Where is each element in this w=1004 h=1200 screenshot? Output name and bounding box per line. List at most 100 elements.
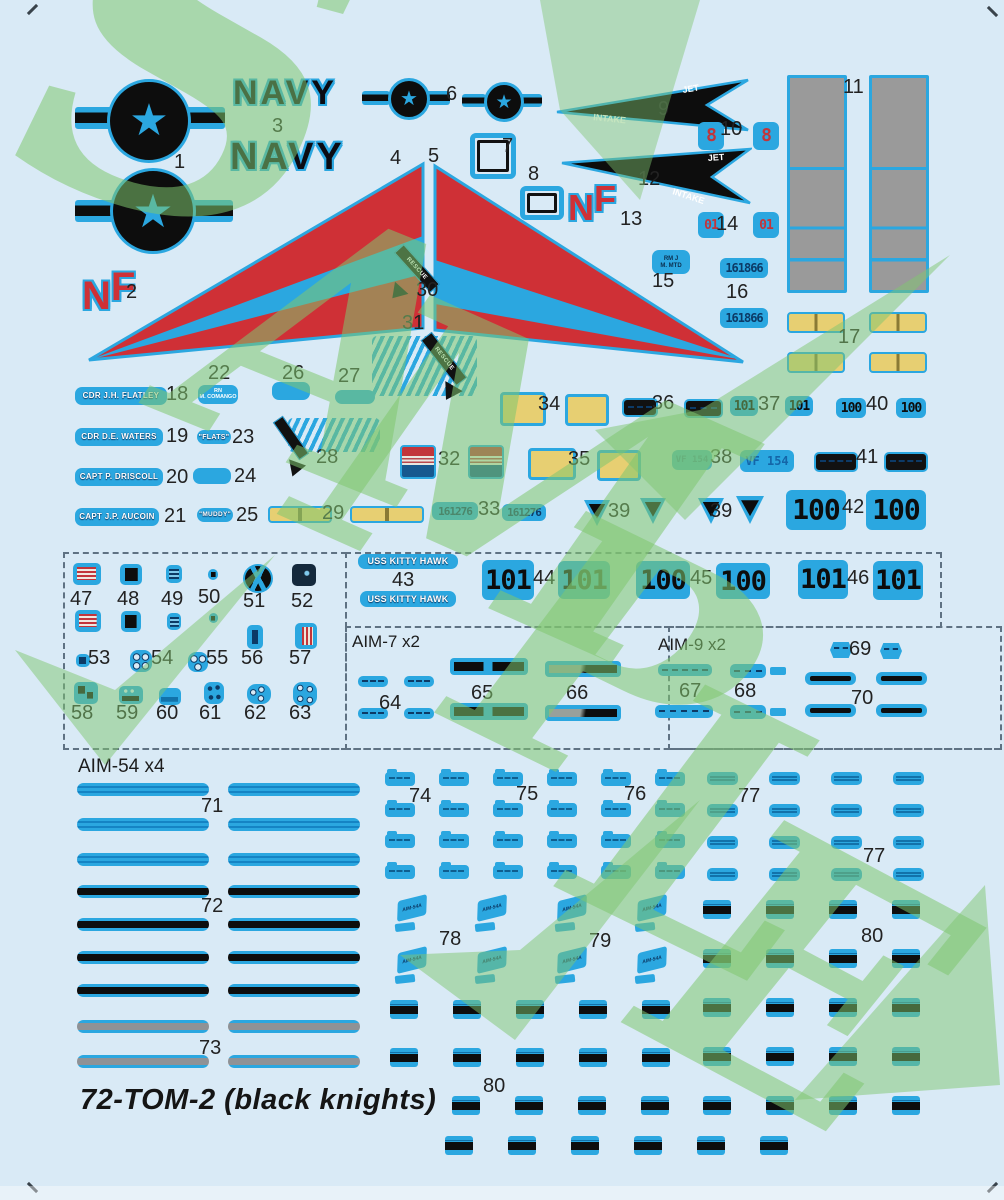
stencil-cell [892,1047,920,1066]
missile-band [876,704,927,717]
stencil-cell [893,836,924,849]
label-11: 11 [843,76,864,98]
stencil-cell [516,1048,544,1067]
yellow-panel-decal [500,392,546,426]
detail [554,921,576,933]
label-52: 52 [291,590,314,612]
vent-circle-icon [243,564,273,593]
label-27: 27 [338,365,361,387]
placard-icon [120,564,142,585]
strip [77,1055,209,1068]
label-9: 9 [658,98,670,120]
stencil-cell [579,1048,607,1067]
detail [588,503,606,519]
square-stencil-decal [470,133,516,179]
label-5: 5 [428,145,440,167]
placard-icon [167,613,181,630]
strip [228,853,360,866]
label-64: 64 [379,692,402,714]
stencil-cell [493,769,523,786]
stencil-cell [766,998,794,1017]
stencil-cell [390,1000,418,1019]
data-stencil-decal [884,452,928,472]
label-12: 12 [638,168,661,190]
label-40: 40 [866,393,889,415]
label-26: 26 [282,362,305,384]
label-57: 57 [289,647,312,669]
placard-icon [73,563,101,585]
strip [77,853,209,866]
label-37: 37 [758,393,781,415]
detail [634,921,656,933]
strip [77,984,209,997]
stencil-cell [601,831,631,848]
stencil-cell [493,831,523,848]
detail [634,973,656,985]
label-2: 2 [126,281,138,303]
sheet-edge [0,1186,1004,1200]
strip [77,1020,209,1033]
modex-decal: 100 [716,563,770,599]
placard-icon [121,611,141,632]
jet-label: JET [682,82,700,95]
label-3: 3 [272,115,284,137]
stencil-cell [829,1096,857,1115]
detail [477,140,509,172]
star-icon: ★ [388,78,430,120]
stencil-cell [697,1136,725,1155]
dots-cluster-icon [247,684,271,704]
label-22: 22 [208,362,231,384]
aim54a-label: AIM-54A [637,893,667,923]
star-icon: ★ [110,168,196,254]
placard-icon [247,625,263,649]
label-74: 74 [409,785,432,807]
label-62: 62 [244,702,267,724]
stencil-cell [578,1096,606,1115]
stencil-cell [404,708,434,719]
label-15: 15 [652,270,675,292]
label-69: 69 [849,638,872,660]
label-43: 43 [392,569,415,591]
modex-decal: 101 [873,561,923,600]
stencil-cell [571,1136,599,1155]
aim54a-flag: AIM-54A [633,945,671,986]
missile-band [805,704,856,717]
label-4: 4 [390,147,402,169]
squadron-title-decal: VF 154 [740,450,794,472]
digit-decal: 01 [698,212,724,238]
arrowhead-icon [283,459,307,480]
walkway-decal [869,75,929,293]
rio-line: RN [214,387,222,394]
stencil-cell [634,1136,662,1155]
carrier-name-decal: USS KITTY HAWK [358,554,458,569]
nf-tailcode-decal: NF [568,181,616,226]
aim54a-flag: AIM-54A [633,893,671,934]
stencil-cell [829,1047,857,1066]
strip [228,783,360,796]
squadron-badge-decal [400,445,436,479]
label-6: 6 [446,83,458,105]
stencil-cell [769,868,800,881]
strip [77,885,209,898]
stencil-cell [453,1048,481,1067]
buno-decal: 161866 [720,258,768,278]
stencil-cell [439,862,469,879]
registration-mark [986,5,999,18]
section-label-aim7: AIM-7 x2 [352,632,421,651]
nf-tailcode-decal: NF [82,267,135,316]
label-36: 36 [652,392,675,414]
star-insignia-decal: ★ [75,168,235,256]
missile-band-decal [450,658,528,675]
crew-name-decal: CAPT J.P. AUCOIN [75,508,159,526]
label-50: 50 [198,586,221,608]
modex-decal: 100 [836,398,866,418]
crew-name-decal: CDR D.E. WATERS [75,428,163,446]
crew-name-decal: CDR J.H. FLATLEY [75,387,167,405]
aim54a-flag: AIM-54A [473,945,511,986]
placard-icon [75,610,101,632]
label-46: 46 [847,567,870,589]
navy-titles-decal: NAVY [233,74,337,112]
modex-decal: 101 [558,561,610,599]
stencil-cell [358,676,388,687]
label-47: 47 [70,588,93,610]
